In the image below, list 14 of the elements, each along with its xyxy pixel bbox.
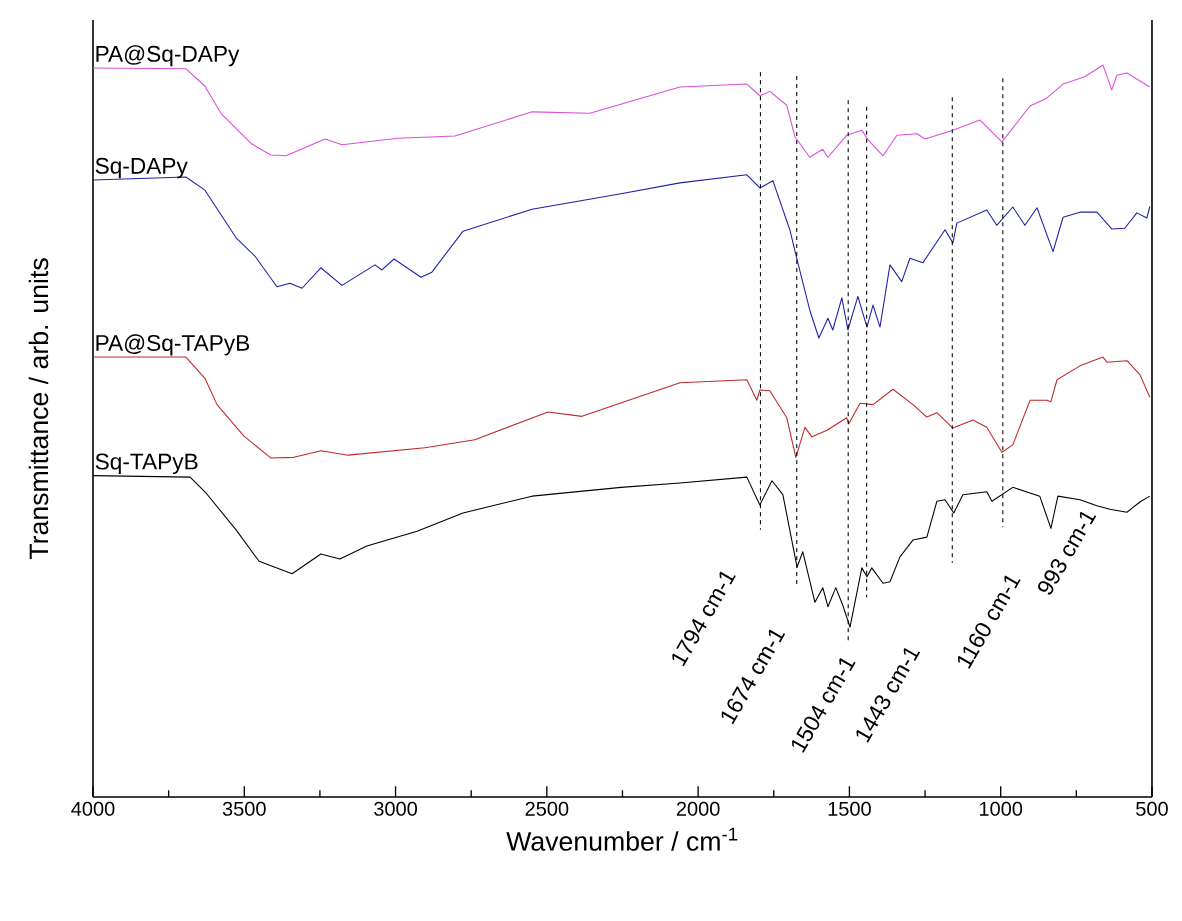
series-label: Sq-DAPy [95, 157, 188, 179]
series-label: PA@Sq-DAPy [96, 45, 240, 67]
x-tick-label: 2000 [676, 801, 720, 816]
x-tick-label: 3500 [222, 801, 266, 816]
x-tick-label: 4000 [71, 801, 115, 816]
x-axis-title: Wavenumber / cm$^{-1}$ [506, 827, 738, 851]
series-label: Sq-TAPyB [95, 453, 198, 475]
x-tick-label: 3000 [374, 801, 418, 816]
x-tick-label: 2500 [525, 801, 569, 816]
series-label: PA@Sq-TAPyB [96, 334, 250, 356]
x-tick-label: 1000 [979, 801, 1023, 816]
y-axis-title: Transmittance / arb. units [28, 258, 49, 560]
x-tick-label: 1500 [828, 801, 871, 816]
x-tick-label: 500 [1136, 801, 1168, 816]
